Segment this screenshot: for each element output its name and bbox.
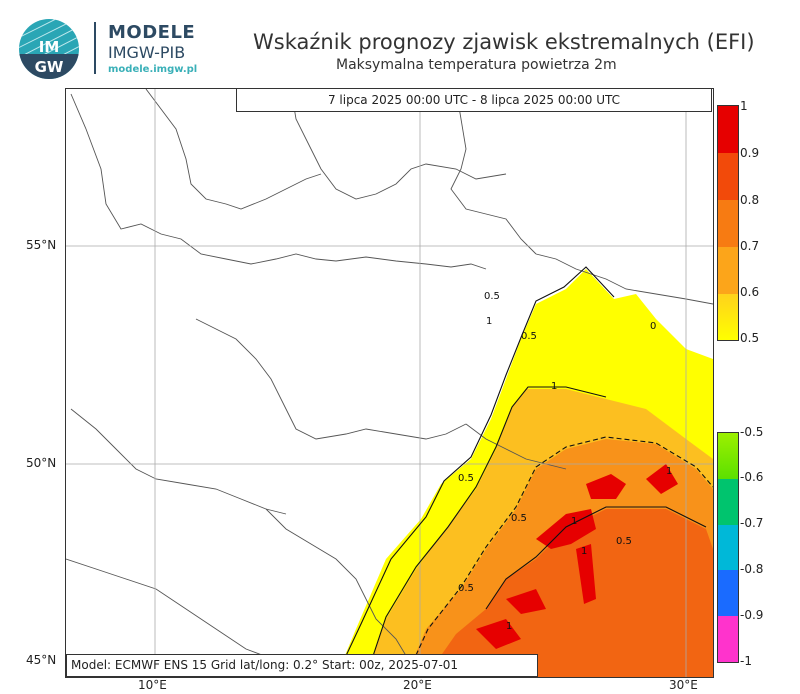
colorbar-swatch (718, 479, 738, 525)
map-subtitle: Maksymalna temperatura powietrza 2m (336, 57, 617, 73)
colorbar-swatch (718, 106, 738, 153)
colorbar-label: -0.9 (740, 608, 764, 622)
imgw-logo: IM GW (19, 19, 79, 79)
efi-map[interactable]: 0.5 0.5 0.5 0.5 0.5 0.5 1 1 1 1 1 1 0 (65, 88, 714, 678)
colorbar-label: -1 (740, 654, 752, 668)
contour-label: 0.5 (458, 583, 474, 594)
colorbar-label: 0.6 (740, 285, 760, 299)
contour-label: 1 (551, 381, 557, 392)
colorbar-swatch (718, 200, 738, 247)
colorbar-swatch (718, 570, 738, 616)
contour-label: 1 (666, 466, 672, 477)
colorbar-label: -0.5 (740, 425, 764, 439)
colorbar-negative (717, 432, 739, 663)
brand-line1: MODELE (108, 22, 196, 43)
colorbar-swatch (718, 247, 738, 294)
coastlines-borders (66, 89, 713, 677)
valid-period: 7 lipca 2025 00:00 UTC - 8 lipca 2025 00… (236, 88, 712, 112)
contour-label: 1 (506, 621, 512, 632)
colorbar-label: 1 (740, 99, 748, 113)
svg-text:IM: IM (39, 38, 60, 56)
colorbar-swatch (718, 525, 738, 570)
contour-label: 1 (486, 316, 492, 327)
colorbar-label: 0.8 (740, 193, 760, 207)
svg-text:GW: GW (35, 58, 64, 76)
lon-label-10: 10°E (138, 678, 167, 692)
colorbar-label: 0.9 (740, 146, 760, 160)
colorbar-label: -0.6 (740, 470, 764, 484)
brand-url[interactable]: modele.imgw.pl (108, 64, 198, 75)
contour-label: 0.5 (511, 513, 527, 524)
contour-label: 0.5 (458, 473, 474, 484)
contour-label: 0.5 (484, 291, 500, 302)
lat-label-45: 45°N (26, 653, 57, 667)
lon-label-20: 20°E (403, 678, 432, 692)
colorbar-swatch (718, 616, 738, 662)
colorbar-label: -0.7 (740, 516, 764, 530)
colorbar-positive (717, 105, 739, 341)
lat-label-50: 50°N (26, 456, 57, 470)
lon-label-30: 30°E (669, 678, 698, 692)
efi-contours (335, 266, 713, 677)
model-info: Model: ECMWF ENS 15 Grid lat/long: 0.2° … (66, 654, 538, 677)
contour-label: 0.5 (616, 536, 632, 547)
colorbar-swatch (718, 433, 738, 479)
contour-label: 1 (571, 516, 577, 527)
lat-lon-grid (66, 89, 713, 677)
colorbar-swatch (718, 294, 738, 340)
brand-divider (94, 22, 96, 74)
colorbar-label: -0.8 (740, 562, 764, 576)
colorbar-label: 0.7 (740, 239, 760, 253)
colorbar-label: 0.5 (740, 331, 760, 345)
contour-label: 0 (650, 321, 656, 332)
map-title: Wskaźnik prognozy zjawisk ekstremalnych … (253, 30, 755, 54)
colorbar-swatch (718, 153, 738, 200)
efi-shading (336, 269, 713, 677)
lat-label-55: 55°N (26, 238, 57, 252)
contour-label: 0.5 (521, 331, 537, 342)
brand-line2: IMGW-PIB (108, 43, 186, 62)
contour-label: 1 (581, 546, 587, 557)
